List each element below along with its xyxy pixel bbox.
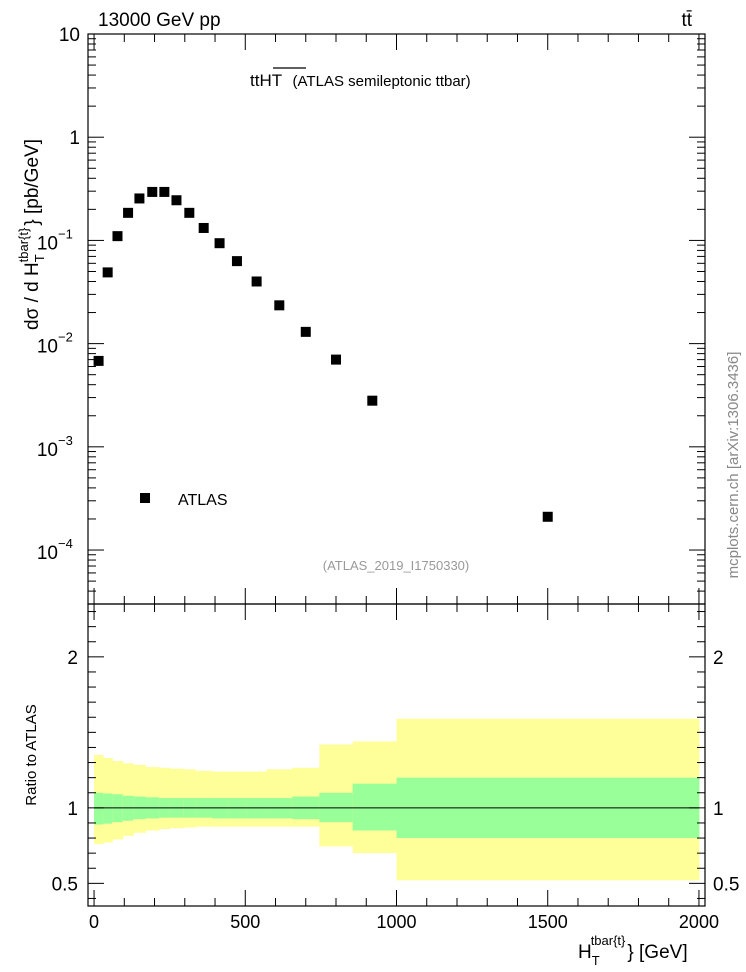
source-label: mcplots.cern.ch [arXiv:1306.3436] [725, 352, 742, 579]
inner-band-bin [352, 783, 397, 831]
plot-title: ttHT (ATLAS semileptonic ttbar) [250, 71, 471, 90]
main-y-axis-label: dσ / d HTtbar{t}} [pb/GeV] [16, 139, 47, 330]
analysis-label: (ATLAS_2019_I1750330) [323, 558, 469, 573]
x-axis-label: HTtbar{t}} [GeV] [578, 933, 688, 968]
ratio-y-tick-label-right: 2 [713, 648, 724, 669]
energy-label: 13000 GeV pp [98, 10, 221, 31]
x-tick-label: 1500 [528, 912, 568, 932]
inner-band-bin [94, 792, 104, 825]
ratio-y-tick-label-right: 1 [713, 799, 724, 820]
legend-label: ATLAS [178, 492, 228, 509]
data-point [198, 222, 209, 233]
data-point [171, 195, 182, 206]
ratio-y-tick-label: 0.5 [52, 874, 78, 895]
data-point [134, 193, 145, 204]
x-tick-label: 500 [230, 912, 260, 932]
data-point [123, 207, 134, 218]
ratio-y-tick-label-right: 0.5 [713, 874, 739, 895]
data-point [159, 186, 170, 197]
data-point [112, 231, 123, 242]
x-tick-label: 0 [89, 912, 99, 932]
y-tick-label: 10 [37, 233, 58, 254]
data-point [331, 354, 342, 365]
process-label: tt̄ [681, 10, 692, 31]
data-point [367, 395, 378, 406]
data-point [184, 207, 195, 218]
data-point [231, 256, 242, 267]
y-tick-label: 10 [37, 440, 58, 461]
y-tick-exponent: −1 [58, 226, 73, 241]
y-tick-label: 10 [59, 25, 80, 46]
y-tick-label: 10 [37, 543, 58, 564]
data-point [274, 300, 285, 311]
data-point [251, 276, 262, 287]
y-tick-label: 10 [37, 337, 58, 358]
y-tick-exponent: −2 [58, 330, 73, 345]
ratio-bands [94, 718, 700, 881]
data-point [542, 511, 553, 522]
data-point [147, 186, 158, 197]
y-tick-exponent: −4 [58, 536, 73, 551]
inner-band-bin [103, 793, 113, 824]
data-point [300, 326, 311, 337]
data-points [93, 186, 553, 522]
main-frame [87, 33, 706, 605]
data-point [93, 355, 104, 366]
legend-marker [140, 493, 150, 503]
data-point [214, 238, 225, 249]
x-tick-label: 2000 [679, 912, 719, 932]
plot-title-main: ttHT [250, 71, 282, 90]
ratio-y-axis-label: Ratio to ATLAS [23, 704, 40, 805]
data-point [102, 267, 113, 278]
y-tick-exponent: −3 [58, 433, 73, 448]
ratio-y-tick-label: 1 [67, 799, 78, 820]
y-tick-label: 1 [69, 128, 80, 149]
x-tick-label: 1000 [376, 912, 416, 932]
plot-title-rest: (ATLAS semileptonic ttbar) [293, 73, 471, 90]
ratio-y-tick-label: 2 [67, 648, 78, 669]
